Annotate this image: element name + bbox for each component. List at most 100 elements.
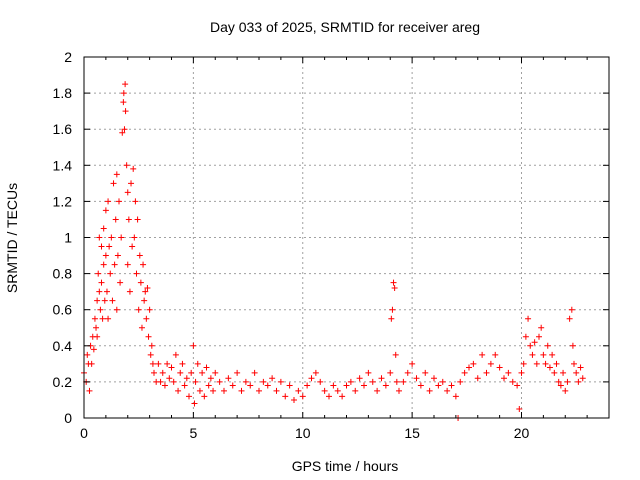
data-point	[100, 225, 107, 232]
data-point	[452, 393, 459, 400]
data-point	[122, 108, 129, 115]
data-point	[221, 387, 227, 394]
data-point	[247, 382, 254, 389]
data-point	[295, 387, 302, 394]
data-point	[516, 405, 523, 412]
data-point	[404, 369, 411, 376]
data-point	[347, 378, 354, 385]
data-point	[562, 387, 569, 394]
y-tick-label: 2	[64, 49, 72, 65]
data-point	[321, 387, 328, 394]
data-point	[461, 369, 468, 376]
data-point	[496, 364, 503, 371]
data-point	[542, 360, 549, 367]
data-point	[527, 342, 534, 349]
data-point	[105, 198, 112, 205]
data-point	[569, 342, 576, 349]
x-tick-label: 15	[404, 425, 420, 441]
data-point	[128, 180, 135, 187]
data-point	[137, 279, 144, 286]
data-point	[98, 243, 105, 250]
data-point	[509, 378, 516, 385]
data-point	[159, 369, 166, 376]
data-point	[118, 234, 125, 241]
data-point	[343, 382, 350, 389]
data-point	[210, 387, 217, 394]
data-point	[312, 369, 319, 376]
data-point	[191, 400, 198, 407]
y-tick-label: 0.6	[53, 302, 73, 318]
data-point	[103, 288, 110, 295]
data-point	[192, 378, 199, 385]
data-point	[124, 189, 131, 196]
y-axis-label: SRMTID / TECUs	[4, 183, 20, 293]
data-point	[183, 375, 190, 382]
data-point	[251, 369, 258, 376]
data-point	[501, 375, 507, 382]
data-point	[164, 360, 171, 367]
data-point	[269, 375, 276, 382]
data-point	[304, 382, 311, 389]
data-point	[369, 378, 376, 385]
data-point	[457, 378, 464, 385]
data-point	[400, 378, 407, 385]
data-point	[120, 99, 127, 106]
data-point	[140, 261, 147, 268]
data-point	[487, 360, 494, 367]
data-point	[444, 387, 451, 394]
data-point	[392, 351, 399, 358]
data-point	[170, 378, 177, 385]
data-point	[242, 378, 249, 385]
data-point	[101, 297, 108, 304]
data-point	[334, 387, 341, 394]
data-point	[100, 261, 107, 268]
data-point	[107, 270, 114, 277]
data-point	[143, 315, 150, 322]
data-point	[102, 207, 109, 214]
data-point	[575, 378, 582, 385]
x-tick-label: 5	[189, 425, 197, 441]
data-point	[396, 387, 402, 394]
data-point	[422, 369, 429, 376]
data-point	[90, 346, 97, 353]
data-point	[146, 306, 153, 313]
data-point	[564, 378, 571, 385]
data-point	[529, 351, 536, 358]
data-point	[382, 382, 389, 389]
data-point	[113, 171, 120, 178]
data-point	[546, 364, 553, 371]
data-point	[155, 360, 162, 367]
data-point	[387, 369, 394, 376]
data-point	[106, 243, 113, 250]
data-point	[108, 234, 115, 241]
data-point	[131, 234, 138, 241]
data-point	[168, 364, 175, 371]
data-point	[540, 351, 547, 358]
data-point	[130, 165, 137, 172]
data-point	[573, 369, 580, 376]
data-point	[84, 351, 91, 358]
data-point	[531, 339, 538, 346]
data-point	[474, 375, 481, 382]
data-point	[571, 360, 577, 367]
data-point	[149, 360, 156, 367]
data-point	[96, 234, 103, 241]
data-point	[390, 279, 397, 286]
data-point	[110, 180, 117, 187]
data-point	[522, 333, 529, 340]
data-point	[102, 252, 109, 259]
data-point	[549, 351, 556, 358]
data-point	[282, 393, 289, 400]
data-point	[514, 382, 521, 389]
data-point	[413, 375, 420, 382]
data-point	[203, 364, 210, 371]
data-point	[555, 378, 562, 385]
data-point	[264, 382, 271, 389]
data-point	[291, 396, 297, 403]
data-point	[123, 162, 130, 169]
data-point	[99, 315, 106, 322]
data-point	[492, 351, 499, 358]
data-point	[435, 382, 442, 389]
y-tick-label: 0.8	[53, 266, 73, 282]
data-point	[188, 369, 195, 376]
